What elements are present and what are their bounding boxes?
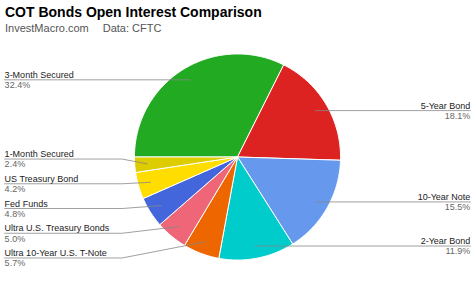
svg-text:3-Month Secured: 3-Month Secured — [5, 70, 74, 80]
svg-text:Ultra U.S. Treasury Bonds: Ultra U.S. Treasury Bonds — [5, 223, 110, 233]
svg-text:15.5%: 15.5% — [445, 202, 471, 212]
svg-text:4.2%: 4.2% — [5, 184, 26, 194]
svg-text:11.9%: 11.9% — [446, 246, 471, 256]
svg-text:18.1%: 18.1% — [445, 111, 471, 121]
svg-text:US Treasury Bond: US Treasury Bond — [5, 174, 79, 184]
svg-text:2.4%: 2.4% — [5, 159, 26, 169]
svg-text:10-Year Note: 10-Year Note — [418, 192, 471, 202]
svg-text:5-Year Bond: 5-Year Bond — [421, 101, 471, 111]
svg-text:4.8%: 4.8% — [5, 209, 26, 219]
html-text:InvestMacro.com: InvestMacro.com — [5, 22, 89, 34]
svg-text:5.7%: 5.7% — [5, 258, 26, 268]
svg-text:2-Year Bond: 2-Year Bond — [421, 236, 471, 246]
html-text:Data: CFTC: Data: CFTC — [102, 22, 162, 34]
svg-text:1-Month Secured: 1-Month Secured — [5, 149, 74, 159]
svg-text:5.0%: 5.0% — [5, 234, 26, 244]
svg-text:Fed Funds: Fed Funds — [5, 199, 49, 209]
svg-text:Ultra 10-Year U.S. T-Note: Ultra 10-Year U.S. T-Note — [5, 248, 107, 258]
svg-text:32.4%: 32.4% — [5, 80, 31, 90]
html-text:COT Bonds Open Interest Compar: COT Bonds Open Interest Comparison — [5, 4, 262, 20]
